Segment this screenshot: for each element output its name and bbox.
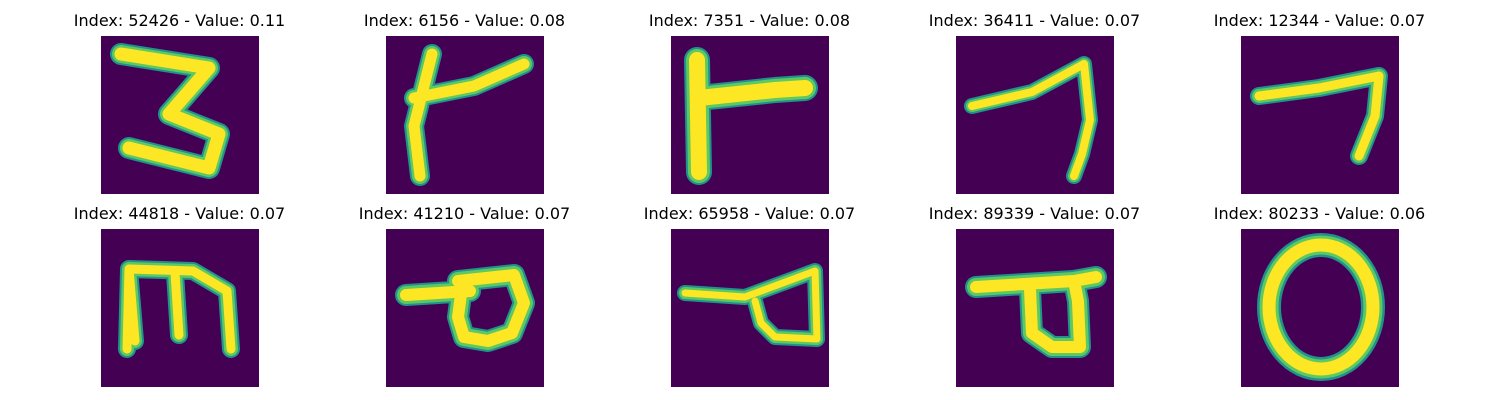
digit-image — [100, 229, 259, 387]
panel-title: Index: 89339 - Value: 0.07 — [928, 204, 1141, 223]
loop-shape-icon — [394, 264, 535, 352]
slanted-cross-shape-icon — [403, 44, 534, 186]
digit-image — [955, 36, 1114, 194]
panel-10: Index: 80233 - Value: 0.06 — [1177, 204, 1462, 387]
panel-4: Index: 36411 - Value: 0.07 — [892, 11, 1177, 194]
digit-image — [670, 36, 829, 194]
digit-image — [1240, 36, 1399, 194]
panel-title: Index: 7351 - Value: 0.08 — [648, 11, 851, 30]
panel-title: Index: 52426 - Value: 0.11 — [73, 11, 286, 30]
digit-image — [100, 36, 259, 194]
digit-image — [385, 36, 544, 194]
digit-image — [1240, 229, 1399, 387]
triangle-loop-shape-icon — [676, 263, 825, 347]
panel-title: Index: 65958 - Value: 0.07 — [643, 204, 856, 223]
panel-6: Index: 44818 - Value: 0.07 — [37, 204, 322, 387]
digit-image — [670, 229, 829, 387]
panel-title: Index: 44818 - Value: 0.07 — [73, 204, 286, 223]
panel-3: Index: 7351 - Value: 0.08 — [607, 11, 892, 194]
panel-title: Index: 36411 - Value: 0.07 — [928, 11, 1141, 30]
three-shape-icon — [109, 43, 230, 179]
seven-shape-icon — [963, 56, 1098, 184]
panel-7: Index: 41210 - Value: 0.07 — [322, 204, 607, 387]
panel-title: Index: 6156 - Value: 0.08 — [363, 11, 566, 30]
panel-title: Index: 80233 - Value: 0.06 — [1213, 204, 1426, 223]
zero-shape-icon — [1256, 233, 1385, 381]
panel-title: Index: 12344 - Value: 0.07 — [1213, 11, 1426, 30]
panel-title: Index: 41210 - Value: 0.07 — [358, 204, 571, 223]
digit-image — [385, 229, 544, 387]
d-shape-icon — [964, 266, 1107, 358]
panel-2: Index: 6156 - Value: 0.08 — [322, 11, 607, 194]
digit-image — [955, 229, 1114, 387]
m-shape-icon — [117, 260, 240, 358]
panel-9: Index: 89339 - Value: 0.07 — [892, 204, 1177, 387]
panel-8: Index: 65958 - Value: 0.07 — [607, 204, 892, 387]
r-shape-icon — [683, 47, 818, 185]
panel-1: Index: 52426 - Value: 0.11 — [37, 11, 322, 194]
hook-shape-icon — [1249, 67, 1388, 165]
panel-5: Index: 12344 - Value: 0.07 — [1177, 11, 1462, 194]
